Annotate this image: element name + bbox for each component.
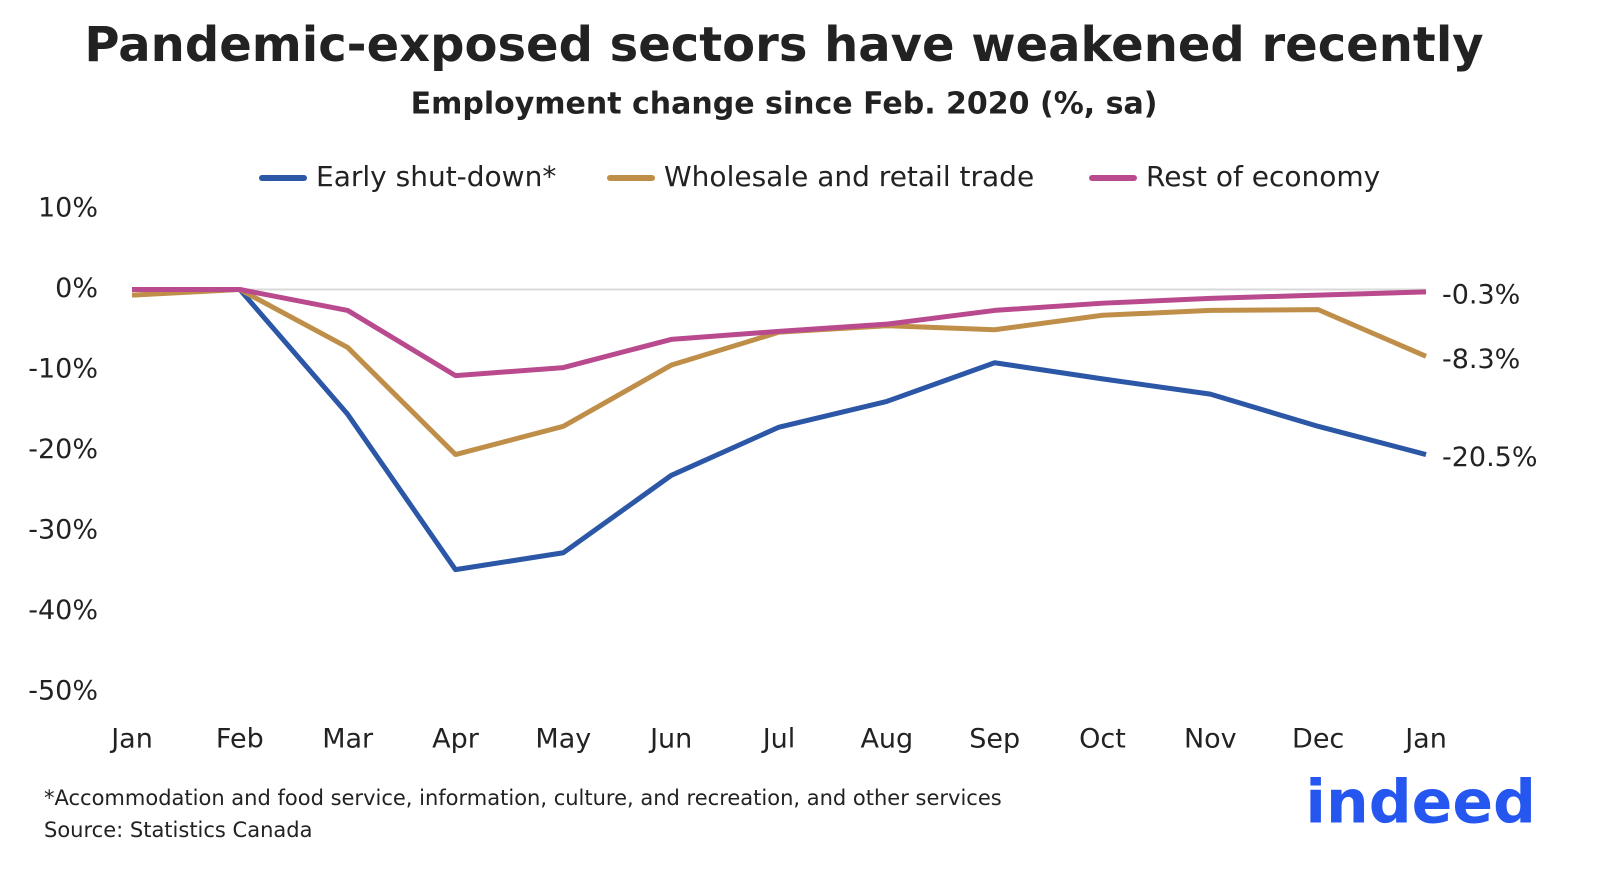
end-label: -0.3% <box>1442 279 1520 310</box>
x-tick-label: Apr <box>432 724 480 755</box>
y-tick-label: 10% <box>38 193 98 224</box>
logo: indeed <box>1305 768 1536 838</box>
legend-label: Rest of economy <box>1146 160 1380 193</box>
x-tick-label: Mar <box>322 724 374 755</box>
end-label: -20.5% <box>1442 442 1538 473</box>
x-tick-label: Feb <box>216 724 264 755</box>
series-line <box>132 287 1427 573</box>
source: Source: Statistics Canada <box>44 818 312 842</box>
y-tick-label: 0% <box>55 273 98 304</box>
x-tick-label: Sep <box>969 724 1020 755</box>
end-label: -8.3% <box>1442 344 1520 375</box>
x-tick-label: Jan <box>109 724 153 755</box>
y-tick-label: -50% <box>28 676 98 707</box>
x-tick-label: Nov <box>1184 724 1237 755</box>
x-tick-label: Oct <box>1079 724 1126 755</box>
x-tick-label: Jun <box>648 724 692 755</box>
x-tick-label: Jul <box>761 724 796 755</box>
y-tick-label: -10% <box>28 354 98 385</box>
legend-label: Wholesale and retail trade <box>664 160 1034 193</box>
y-tick-label: -30% <box>28 515 98 546</box>
y-tick-label: -40% <box>28 595 98 626</box>
chart-title: Pandemic-exposed sectors have weakened r… <box>84 17 1483 73</box>
x-tick-label: May <box>535 724 591 755</box>
y-tick-label: -20% <box>28 434 98 465</box>
x-tick-label: Jan <box>1403 724 1447 755</box>
legend-label: Early shut-down* <box>316 160 556 193</box>
chart-subtitle: Employment change since Feb. 2020 (%, sa… <box>411 87 1158 122</box>
series-line <box>132 287 1427 379</box>
x-tick-label: Aug <box>860 724 913 755</box>
x-tick-label: Dec <box>1292 724 1344 755</box>
footnote: *Accommodation and food service, informa… <box>44 786 1002 810</box>
